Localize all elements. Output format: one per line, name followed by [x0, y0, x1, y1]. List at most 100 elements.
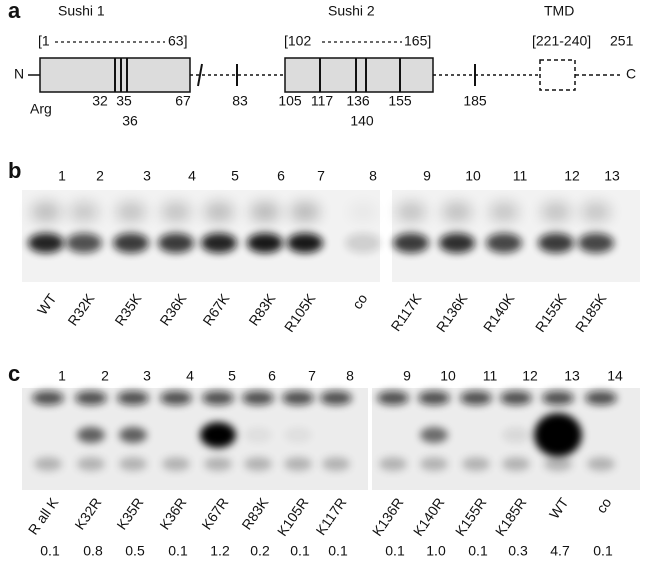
- position-label: 155: [388, 93, 412, 109]
- lane-number: 9: [423, 168, 431, 184]
- band: [489, 202, 519, 222]
- band: [541, 202, 571, 222]
- lane-number: 8: [346, 368, 354, 384]
- ratio-value: 0.1: [290, 543, 310, 559]
- band: [77, 427, 105, 443]
- range-label: 165]: [404, 33, 431, 49]
- lane-number: 4: [186, 368, 194, 384]
- ratio-value: 0.2: [250, 543, 270, 559]
- band: [290, 202, 320, 222]
- band: [320, 391, 352, 405]
- sample-label: R83K: [245, 290, 279, 328]
- band: [500, 391, 532, 405]
- band: [250, 202, 280, 222]
- lane-number: 12: [564, 168, 580, 184]
- sample-label: R36K: [156, 290, 190, 328]
- band: [116, 202, 146, 222]
- sample-label: R155K: [532, 290, 570, 335]
- band: [160, 391, 192, 405]
- band: [348, 202, 378, 222]
- lane-number: 6: [277, 168, 285, 184]
- band: [393, 233, 429, 253]
- band: [119, 427, 147, 443]
- position-label: 36: [122, 113, 138, 129]
- ratio-value: 1.0: [426, 543, 446, 559]
- band: [69, 202, 99, 222]
- band: [396, 202, 426, 222]
- ratio-value: 0.1: [593, 543, 613, 559]
- lane-number: 11: [513, 168, 528, 184]
- sample-label: WT: [34, 290, 60, 317]
- band: [502, 457, 530, 471]
- lane-number: 9: [403, 368, 411, 384]
- band: [34, 457, 62, 471]
- sample-label: R140K: [480, 290, 518, 335]
- position-label: 185: [463, 93, 487, 109]
- ratio-value: 4.7: [550, 543, 570, 559]
- lane-number: 7: [308, 368, 316, 384]
- band: [113, 233, 149, 253]
- lane-number: 12: [522, 368, 538, 384]
- band: [486, 233, 522, 253]
- band: [460, 391, 492, 405]
- band: [119, 457, 147, 471]
- ratio-value: 0.1: [328, 543, 348, 559]
- sample-label: K32R: [71, 495, 104, 533]
- lane-number: 5: [228, 368, 236, 384]
- band: [420, 427, 448, 443]
- band: [117, 391, 149, 405]
- sample-label: K140R: [410, 495, 448, 539]
- ratio-value: 1.2: [210, 543, 230, 559]
- position-label: 67: [175, 93, 191, 109]
- lane-number: 1: [58, 368, 66, 384]
- sample-label: co: [349, 291, 371, 312]
- lane-number: 11: [483, 368, 498, 384]
- lane-number: 10: [465, 168, 481, 184]
- band: [439, 233, 475, 253]
- sample-label: R105K: [281, 290, 319, 335]
- band: [544, 457, 572, 471]
- domain-label: TMD: [544, 3, 574, 19]
- sample-label: R83K: [238, 494, 272, 532]
- band: [204, 202, 234, 222]
- band: [32, 391, 64, 405]
- band: [587, 457, 615, 471]
- band: [442, 202, 472, 222]
- sample-label: R117K: [387, 290, 424, 334]
- panel-label: c: [8, 361, 20, 386]
- ratio-value: 0.1: [385, 543, 405, 559]
- lane-number: 6: [268, 368, 276, 384]
- range-label: 63]: [168, 33, 187, 49]
- band: [66, 233, 102, 253]
- band: [161, 202, 191, 222]
- sample-label: K67R: [198, 495, 231, 533]
- range-label: [102: [284, 33, 311, 49]
- band: [538, 233, 574, 253]
- domain-label: Sushi 2: [328, 3, 375, 19]
- band: [420, 457, 448, 471]
- sample-label: R35K: [111, 290, 145, 328]
- sample-label: K105R: [274, 495, 312, 539]
- position-label: 105: [278, 93, 302, 109]
- ratio-value: 0.8: [83, 543, 103, 559]
- band: [377, 391, 409, 405]
- sample-label: K117R: [312, 495, 349, 538]
- sample-label: K136R: [369, 495, 407, 539]
- band: [578, 233, 614, 253]
- band: [282, 391, 314, 405]
- band: [322, 457, 350, 471]
- band: [585, 391, 617, 405]
- schematic: [28, 41, 620, 93]
- gel: [22, 388, 368, 490]
- sample-label: K155R: [452, 495, 490, 539]
- sample-label: K35R: [113, 495, 146, 533]
- band: [31, 202, 61, 222]
- sample-label: R136K: [433, 290, 471, 335]
- sample-label: R32K: [64, 290, 98, 328]
- sample-label: co: [593, 495, 615, 516]
- lane-number: 2: [101, 368, 109, 384]
- band: [534, 413, 582, 457]
- band: [202, 391, 234, 405]
- band: [201, 233, 237, 253]
